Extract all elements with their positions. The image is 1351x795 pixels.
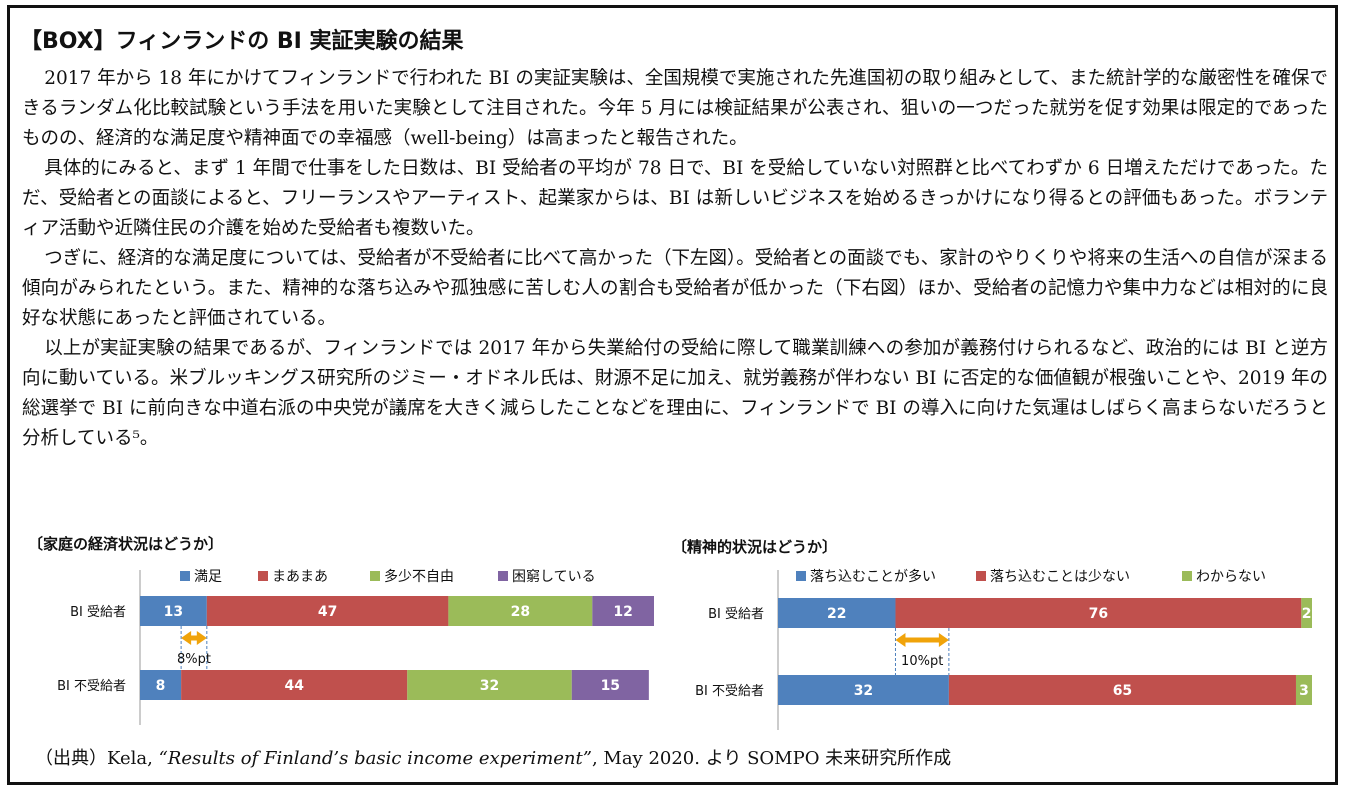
data-label: 44 bbox=[284, 678, 304, 694]
legend-label: まあまあ bbox=[272, 569, 328, 585]
data-label: 47 bbox=[318, 604, 337, 620]
category-label: BI 受給者 bbox=[708, 607, 764, 622]
category-label: BI 不受給者 bbox=[57, 679, 126, 694]
source-note: （出典）Kela, “Results of Finland’s basic in… bbox=[35, 744, 951, 770]
data-label: 22 bbox=[827, 606, 846, 622]
bar-segment bbox=[448, 596, 593, 626]
annotation-arrow-head bbox=[181, 631, 192, 645]
chart-left: 満足 まあまあ 多少不自由 困窮している BI 受給者 13 47 28 12 BI 不受給者 8 4… bbox=[57, 568, 654, 725]
source-title: “Results of Finland’s basic income exper… bbox=[158, 748, 592, 769]
chart-right-title: 〔精神的状況はどうか〕 bbox=[672, 538, 838, 556]
data-label: 28 bbox=[511, 604, 530, 620]
data-label: 8 bbox=[156, 678, 166, 694]
annotation-arrow-head bbox=[895, 633, 906, 647]
chart-right: 落ち込むことが多い 落ち込むことは少ない わからない BI 受給者 22 76 2 BI 不受… bbox=[695, 568, 1312, 730]
bar-segment bbox=[206, 596, 449, 626]
source-prefix: （出典）Kela, bbox=[35, 748, 153, 769]
legend-label: 困窮している bbox=[512, 569, 596, 585]
bar-segment bbox=[140, 670, 182, 700]
legend-swatch bbox=[498, 571, 508, 581]
bar-segment bbox=[895, 598, 1302, 628]
bar-segment bbox=[181, 670, 408, 700]
bar-segment bbox=[140, 596, 207, 626]
data-label: 15 bbox=[601, 678, 620, 694]
annotation-label: 8%pt bbox=[177, 652, 211, 667]
box-title: 【BOX】フィンランドの BI 実証実験の結果 bbox=[20, 29, 464, 54]
annotation-arrow-head bbox=[196, 631, 207, 645]
bar-segment bbox=[1301, 598, 1312, 628]
body-text: 2017 年から 18 年にかけてフィンランドで行われた BI の実証実験は、全… bbox=[22, 64, 1328, 454]
bar-segment bbox=[948, 675, 1296, 705]
category-label: BI 受給者 bbox=[70, 605, 126, 620]
annotation-label: 10%pt bbox=[901, 654, 943, 669]
category-label: BI 不受給者 bbox=[695, 684, 764, 699]
data-label: 2 bbox=[1302, 606, 1312, 622]
legend-label: わからない bbox=[1196, 569, 1266, 585]
legend-label: 落ち込むことは少ない bbox=[990, 569, 1130, 585]
data-label: 76 bbox=[1089, 606, 1108, 622]
legend-swatch bbox=[976, 571, 986, 581]
paragraph-2: 具体的にみると、まず 1 年間で仕事をした日数は、BI 受給者の平均が 78 日… bbox=[22, 158, 1328, 239]
legend-swatch bbox=[796, 571, 806, 581]
data-label: 32 bbox=[480, 678, 499, 694]
bar-segment bbox=[1295, 675, 1312, 705]
legend-swatch bbox=[370, 571, 380, 581]
legend-swatch bbox=[258, 571, 268, 581]
legend-label: 落ち込むことが多い bbox=[810, 568, 936, 585]
box-frame bbox=[7, 5, 1338, 785]
annotation-arrow-head bbox=[938, 633, 949, 647]
data-label: 3 bbox=[1299, 683, 1309, 699]
paragraph-1: 2017 年から 18 年にかけてフィンランドで行われた BI の実証実験は、全… bbox=[22, 68, 1328, 149]
legend-label: 満足 bbox=[194, 569, 222, 585]
data-label: 32 bbox=[854, 683, 873, 699]
legend-swatch bbox=[1182, 571, 1192, 581]
legend-label: 多少不自由 bbox=[384, 568, 454, 585]
legend-swatch bbox=[180, 571, 190, 581]
source-suffix: , May 2020. より SOMPO 未来研究所作成 bbox=[591, 748, 952, 769]
data-label: 13 bbox=[164, 604, 183, 620]
paragraph-4: 以上が実証実験の結果であるが、フィンランドでは 2017 年から失業給付の受給に… bbox=[22, 338, 1328, 449]
bar-segment bbox=[407, 670, 572, 700]
paragraph-3: つぎに、経済的な満足度については、受給者が不受給者に比べて高かった（下左図）。受… bbox=[22, 248, 1328, 329]
bar-segment bbox=[778, 598, 896, 628]
bar-segment bbox=[592, 596, 654, 626]
data-label: 65 bbox=[1113, 683, 1132, 699]
bar-segment bbox=[571, 670, 649, 700]
bar-segment bbox=[778, 675, 949, 705]
data-label: 12 bbox=[613, 604, 632, 620]
chart-left-title: 〔家庭の経済状況はどうか〕 bbox=[28, 535, 224, 553]
